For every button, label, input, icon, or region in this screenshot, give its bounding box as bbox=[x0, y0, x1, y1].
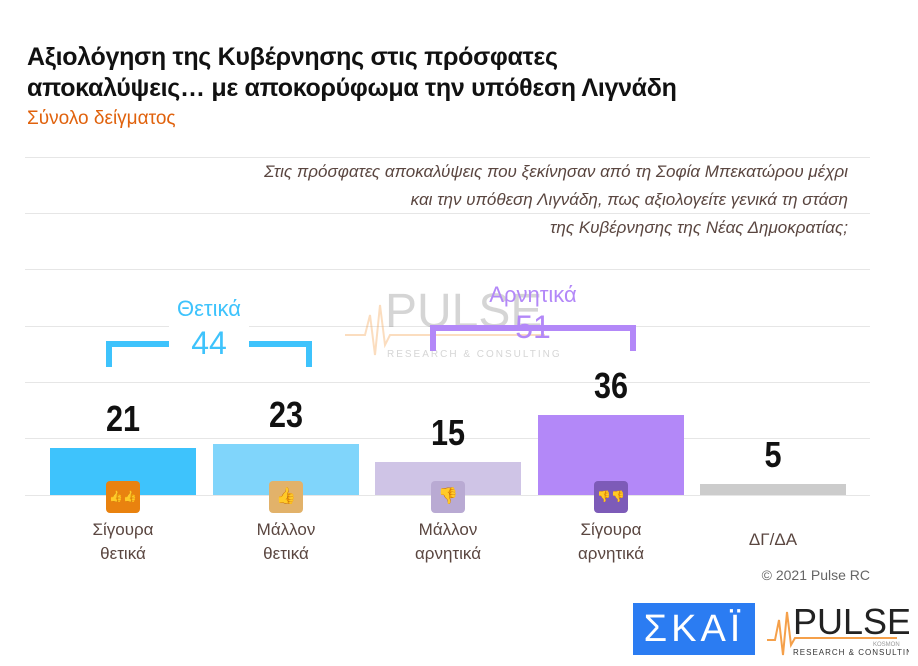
double-thumbs-down-icon: 👎👎 bbox=[594, 481, 628, 513]
thumbs-down-icon: 👎 bbox=[431, 481, 465, 513]
gridline bbox=[25, 382, 870, 383]
question-line-3: της Κυβέρνησης της Νέας Δημοκρατίας; bbox=[550, 218, 848, 237]
gridline bbox=[25, 269, 870, 270]
value-label: 15 bbox=[430, 411, 466, 453]
category-label-line: θετικά bbox=[263, 544, 309, 563]
double-thumbs-up-icon: 👍👍 bbox=[106, 481, 140, 513]
group-label: Αρνητικά bbox=[489, 282, 577, 307]
skai-logo: ΣΚΑΪ bbox=[633, 603, 755, 655]
value-label: 36 bbox=[593, 365, 629, 406]
category-label: Μάλλον θετικά bbox=[213, 518, 359, 566]
svg-text:RESEARCH & CONSULTING: RESEARCH & CONSULTING bbox=[793, 648, 909, 657]
value-label: 23 bbox=[268, 393, 304, 435]
group-bracket bbox=[430, 325, 636, 351]
group-total: 51 bbox=[515, 309, 551, 345]
category-label: Μάλλον αρνητικά bbox=[375, 518, 521, 566]
gridline bbox=[25, 438, 870, 439]
bar bbox=[700, 483, 846, 495]
category-label-line: Σίγουρα bbox=[92, 520, 154, 539]
group-total: 44 bbox=[169, 325, 249, 362]
copyright: © 2021 Pulse RC bbox=[761, 567, 870, 583]
category-label: ΔΓ/ΔΑ bbox=[700, 528, 846, 552]
category-label-line: αρνητικά bbox=[577, 544, 645, 563]
category-label-line: αρνητικά bbox=[414, 544, 482, 563]
gridline bbox=[25, 213, 870, 214]
question-line-1: Στις πρόσφατες αποκαλύψεις που ξεκίνησαν… bbox=[264, 162, 848, 181]
group-label: Θετικά bbox=[177, 296, 241, 321]
question-line-2: και την υπόθεση Λιγνάδη, πως αξιολογείτε… bbox=[410, 190, 848, 209]
thumbs-up-icon: 👍 bbox=[269, 481, 303, 513]
title-line-2: αποκαλύψεις… με αποκορύφωμα την υπόθεση … bbox=[27, 74, 677, 102]
category-label: Σίγουρα αρνητικά bbox=[538, 518, 684, 566]
category-label-line: Σίγουρα bbox=[580, 520, 642, 539]
category-label-line: Μάλλον bbox=[256, 520, 316, 539]
category-label-line: ΔΓ/ΔΑ bbox=[748, 530, 798, 549]
svg-text:KOSMON: KOSMON bbox=[873, 642, 900, 648]
gridline bbox=[25, 157, 870, 158]
category-label-line: Μάλλον bbox=[418, 520, 478, 539]
value-label: 21 bbox=[105, 398, 141, 440]
value-label: 5 bbox=[764, 433, 782, 475]
chart-subtitle: Σύνολο δείγματος bbox=[27, 108, 176, 129]
pulse-logo: PULSE KOSMON RESEARCH & CONSULTING bbox=[767, 600, 918, 658]
svg-text:PULSE: PULSE bbox=[793, 601, 909, 642]
title-line-1: Αξιολόγηση της Κυβέρνησης στις πρόσφατες bbox=[27, 43, 558, 71]
svg-text:RESEARCH & CONSULTING: RESEARCH & CONSULTING bbox=[387, 349, 562, 360]
category-label-line: θετικά bbox=[100, 544, 146, 563]
category-label: Σίγουρα θετικά bbox=[50, 518, 196, 566]
question-text: Στις πρόσφατες αποκαλύψεις που ξεκίνησαν… bbox=[148, 158, 848, 242]
chart-title: Αξιολόγηση της Κυβέρνησης στις πρόσφατες… bbox=[27, 42, 677, 104]
